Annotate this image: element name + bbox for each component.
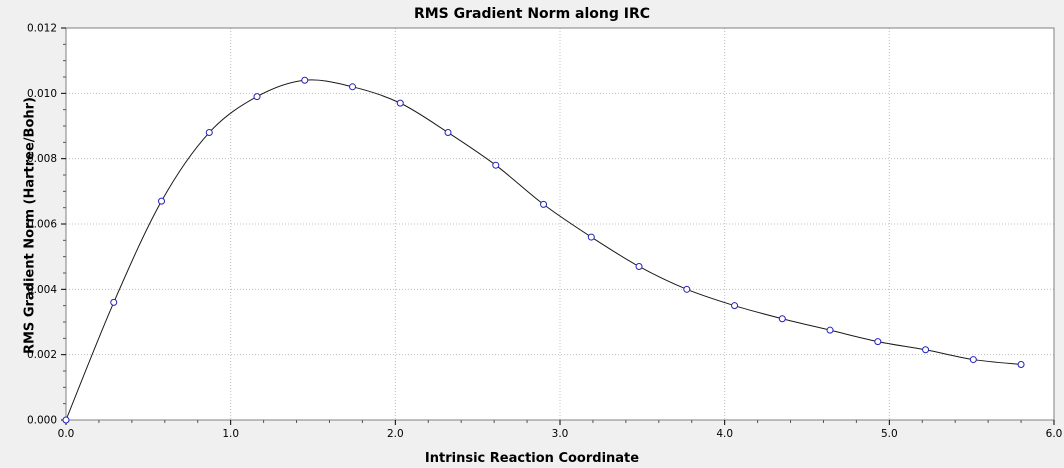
data-point-marker: [587, 233, 595, 241]
data-point-marker: [492, 161, 500, 169]
data-series-line: [65, 79, 1022, 421]
data-point-marker: [1017, 360, 1025, 368]
y-tick-label: 0.002: [27, 349, 57, 361]
y-tick-label: 0.000: [27, 415, 57, 427]
data-point-marker: [253, 93, 261, 101]
data-point-marker: [874, 338, 882, 346]
data-point-marker: [731, 302, 739, 310]
x-axis-label: Intrinsic Reaction Coordinate: [424, 451, 640, 466]
data-point-marker: [635, 262, 643, 270]
data-point-marker: [826, 326, 834, 334]
x-tick-label: 0.0: [58, 428, 75, 440]
x-tick-label: 3.0: [552, 428, 569, 440]
data-point-marker: [158, 197, 166, 205]
y-tick-label: 0.006: [27, 219, 57, 231]
data-point-marker: [110, 298, 118, 306]
data-point-marker: [683, 285, 691, 293]
y-tick-label: 0.012: [27, 23, 57, 35]
x-tick-label: 5.0: [881, 428, 898, 440]
data-point-marker: [969, 356, 977, 364]
data-point-marker: [540, 200, 548, 208]
y-tick-label: 0.004: [27, 284, 57, 296]
data-point-marker: [349, 83, 357, 91]
y-tick-label: 0.008: [27, 153, 57, 165]
x-tick-label: 4.0: [716, 428, 733, 440]
x-tick-label: 2.0: [387, 428, 404, 440]
y-axis-label: RMS Gradient Norm (Hartree/Bohr): [22, 96, 38, 355]
data-point-marker: [62, 416, 70, 424]
data-point-marker: [205, 129, 213, 137]
data-point-marker: [301, 76, 309, 84]
chart-title: RMS Gradient Norm along IRC: [413, 6, 651, 22]
x-tick-label: 6.0: [1046, 428, 1063, 440]
data-point-marker: [396, 99, 404, 107]
x-tick-label: 1.0: [222, 428, 239, 440]
data-point-marker: [444, 129, 452, 137]
y-tick-label: 0.010: [27, 88, 57, 100]
data-point-marker: [922, 346, 930, 354]
data-point-marker: [778, 315, 786, 323]
